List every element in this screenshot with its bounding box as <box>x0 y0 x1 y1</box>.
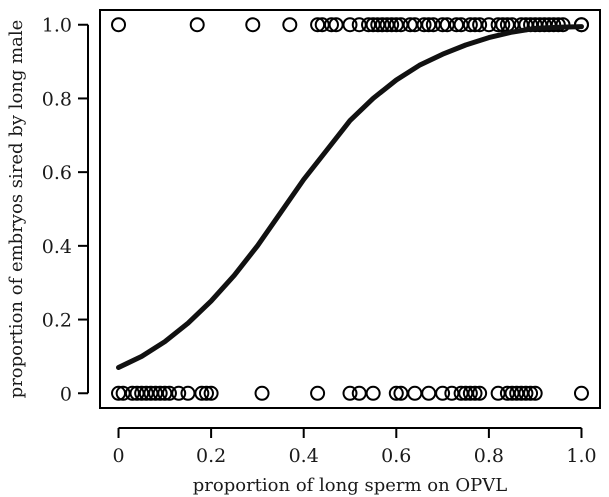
data-point <box>342 385 358 401</box>
data-point <box>546 17 562 33</box>
data-point <box>351 385 367 401</box>
data-point <box>518 385 534 401</box>
data-point <box>194 385 210 401</box>
y-tick-label: 0.2 <box>42 310 72 332</box>
y-tick-label: 0.4 <box>42 236 72 258</box>
data-point <box>323 17 339 33</box>
fitted-curve <box>116 24 584 370</box>
data-point <box>388 385 404 401</box>
data-point <box>198 385 214 401</box>
data-point <box>527 385 543 401</box>
plot-frame <box>99 9 601 409</box>
x-tick-label: 0.8 <box>474 445 504 467</box>
data-point <box>171 385 187 401</box>
y-tick-label: 0.6 <box>42 162 72 184</box>
data-point <box>189 17 205 33</box>
data-point <box>467 385 483 401</box>
data-point <box>161 385 177 401</box>
data-point <box>203 385 219 401</box>
data-point <box>495 17 511 33</box>
data-point <box>384 17 400 33</box>
data-point <box>416 17 432 33</box>
data-point <box>310 385 326 401</box>
data-point <box>472 385 488 401</box>
data-point <box>462 17 478 33</box>
data-marks <box>111 17 589 401</box>
data-point <box>365 385 381 401</box>
x-axis: 0 0.2 0.4 0.6 0.8 1.0 <box>112 427 597 467</box>
data-point <box>180 385 196 401</box>
data-point <box>342 17 358 33</box>
x-tick-label: 0 <box>112 445 124 467</box>
y-tick-label: 1.0 <box>42 15 72 37</box>
data-point <box>254 385 270 401</box>
x-tick-label: 0.2 <box>196 445 226 467</box>
data-point <box>573 385 589 401</box>
data-point <box>462 385 478 401</box>
y-axis-title: proportion of embryos sired by long male <box>6 20 27 399</box>
x-axis-title: proportion of long sperm on OPVL <box>193 475 508 496</box>
x-tick-label: 0.4 <box>289 445 319 467</box>
y-axis: 0 0.2 0.4 0.6 0.8 1.0 <box>42 15 89 405</box>
data-point <box>245 17 261 33</box>
y-tick-label: 0 <box>60 383 72 405</box>
y-tick-label: 0.8 <box>42 88 72 110</box>
data-point <box>421 385 437 401</box>
data-point <box>472 17 488 33</box>
x-tick-label: 0.6 <box>381 445 411 467</box>
data-point <box>435 385 451 401</box>
data-point <box>282 17 298 33</box>
x-tick-label: 1.0 <box>566 445 596 467</box>
data-point <box>407 385 423 401</box>
data-point <box>111 17 127 33</box>
data-point <box>523 385 539 401</box>
data-point <box>152 385 168 401</box>
